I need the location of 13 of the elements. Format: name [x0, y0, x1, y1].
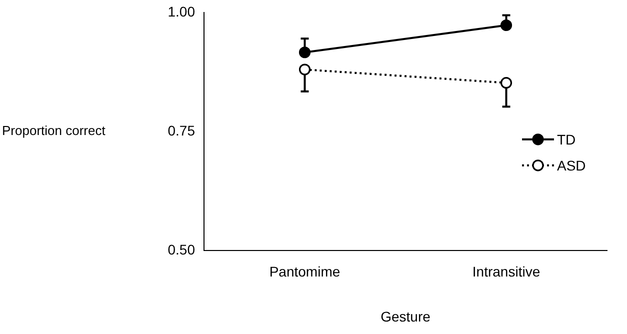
y-tick-label: 1.00 — [168, 3, 196, 20]
x-axis-title: Gesture — [380, 308, 431, 324]
point — [500, 19, 512, 32]
x-tick-label: Intransitive — [472, 264, 540, 280]
point — [298, 46, 311, 58]
y-tick-label: 0.75 — [168, 122, 196, 138]
y-axis-title: Proportion correct — [2, 122, 106, 138]
y-tick-label: 0.50 — [168, 241, 196, 258]
legend-label: TD — [557, 131, 576, 148]
point — [500, 77, 512, 89]
legend-label: ASD — [557, 157, 586, 174]
x-tick-label: Pantomime — [269, 264, 340, 280]
point — [298, 64, 311, 76]
